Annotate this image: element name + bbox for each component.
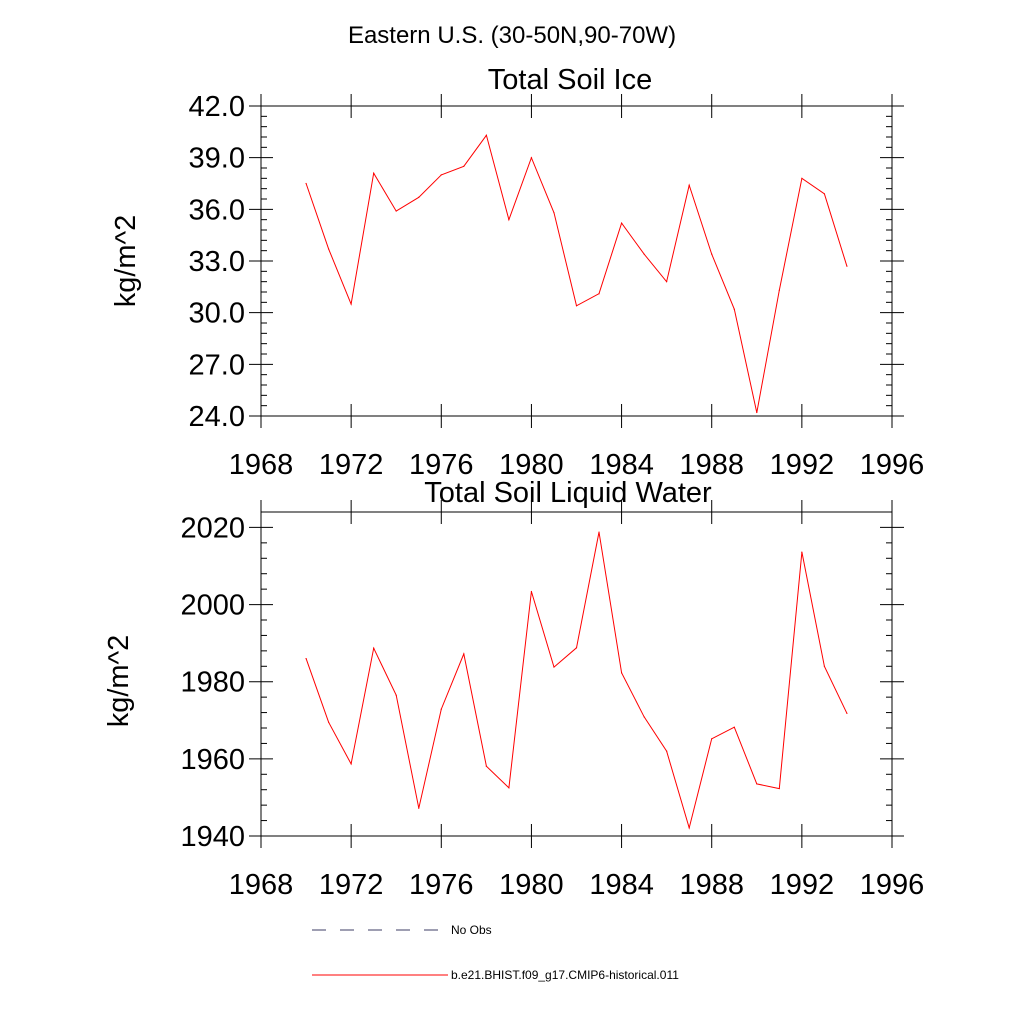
- x-tick-label: 1984: [589, 869, 654, 901]
- figure-title: Eastern U.S. (30-50N,90-70W): [348, 22, 676, 49]
- x-tick-label: 1996: [860, 869, 925, 901]
- plot-frame: [260, 511, 893, 837]
- data-point: [395, 694, 397, 696]
- data-point: [598, 531, 600, 533]
- data-point: [688, 827, 690, 829]
- data-point: [666, 750, 668, 752]
- data-point: [485, 765, 487, 767]
- x-tick-label: 1988: [679, 449, 744, 481]
- x-tick-label: 1996: [860, 449, 925, 481]
- y-tick-label: 1960: [180, 744, 245, 776]
- series-line: [305, 532, 848, 830]
- data-point: [305, 657, 307, 660]
- data-point: [778, 289, 780, 291]
- y-axis-label: kg/m^2: [103, 635, 135, 728]
- data-point: [508, 219, 510, 221]
- x-tick-label: 1972: [319, 449, 384, 481]
- x-tick-label: 1976: [409, 869, 474, 901]
- data-point: [643, 253, 645, 255]
- panel-total-soil-ice: Total Soil Ice kg/m^2 1968 1972 1976 1980 19…: [110, 64, 924, 481]
- data-point: [756, 411, 758, 414]
- y-tick-label: 30.0: [189, 298, 245, 330]
- x-tick-label: 1976: [409, 449, 474, 481]
- data-point: [530, 157, 533, 159]
- data-point: [733, 726, 735, 728]
- data-point: [463, 165, 465, 167]
- data-point: [643, 716, 645, 718]
- y-tick-label: 2020: [180, 512, 245, 544]
- data-point: [328, 721, 330, 723]
- data-point: [846, 712, 848, 714]
- legend-label-no-obs: No Obs: [451, 923, 492, 937]
- panel-title: Total Soil Liquid Water: [424, 477, 712, 509]
- data-point: [440, 174, 442, 176]
- data-point: [373, 647, 375, 649]
- data-point: [756, 783, 758, 785]
- data-point: [620, 672, 623, 674]
- x-tick-label: 1972: [319, 869, 384, 901]
- plot-frame: [260, 105, 893, 417]
- data-point: [575, 305, 578, 307]
- data-point: [711, 253, 713, 255]
- data-point: [350, 303, 352, 305]
- data-point: [711, 738, 713, 740]
- data-point: [846, 265, 848, 267]
- y-tick-label: 24.0: [189, 401, 245, 433]
- data-point: [733, 308, 735, 310]
- data-point: [823, 665, 825, 667]
- data-point: [688, 184, 690, 186]
- data-point: [598, 293, 600, 295]
- data-point: [418, 807, 420, 809]
- y-axis-label: kg/m^2: [110, 215, 142, 308]
- data-point: [485, 134, 487, 136]
- y-tick-label: 27.0: [189, 349, 245, 381]
- legend: No Obs b.e21.BHIST.f09_g17.CMIP6-histori…: [312, 923, 679, 982]
- x-tick-label: 1992: [770, 449, 835, 481]
- x-tick-label: 1992: [770, 869, 835, 901]
- data-point: [801, 551, 803, 553]
- y-tick-label: 42.0: [189, 91, 245, 123]
- panel-title: Total Soil Ice: [488, 64, 652, 96]
- data-point: [305, 182, 307, 185]
- x-tick-label: 1980: [499, 869, 564, 901]
- data-point: [508, 787, 510, 789]
- data-point: [530, 590, 533, 593]
- x-tick-label: 1984: [589, 449, 654, 481]
- data-point: [373, 172, 375, 174]
- y-tick-label: 1940: [180, 821, 245, 853]
- data-point: [418, 196, 420, 198]
- y-tick-label: 33.0: [189, 246, 245, 278]
- data-point: [440, 708, 442, 710]
- data-point: [801, 177, 803, 179]
- y-tick-label: 2000: [180, 590, 245, 622]
- x-tick-label: 1980: [499, 449, 564, 481]
- data-point: [328, 248, 330, 250]
- data-point: [823, 193, 825, 195]
- x-tick-label: 1988: [679, 869, 744, 901]
- x-tick-label: 1968: [229, 449, 294, 481]
- legend-label-model: b.e21.BHIST.f09_g17.CMIP6-historical.011: [451, 968, 679, 982]
- data-point: [575, 647, 578, 649]
- data-point: [620, 222, 623, 224]
- data-point: [463, 653, 465, 655]
- data-point: [553, 666, 555, 668]
- data-point: [778, 787, 780, 790]
- data-point: [666, 281, 668, 283]
- y-tick-label: 36.0: [189, 194, 245, 226]
- y-tick-label: 1980: [180, 667, 245, 699]
- data-point: [350, 763, 352, 765]
- panel-total-soil-liquid-water: Total Soil Liquid Water kg/m^2 1968 1972 1…: [103, 477, 924, 901]
- y-tick-label: 39.0: [189, 143, 245, 175]
- data-point: [395, 210, 397, 212]
- x-tick-label: 1968: [229, 869, 294, 901]
- series-line: [305, 134, 848, 413]
- data-point: [553, 212, 555, 214]
